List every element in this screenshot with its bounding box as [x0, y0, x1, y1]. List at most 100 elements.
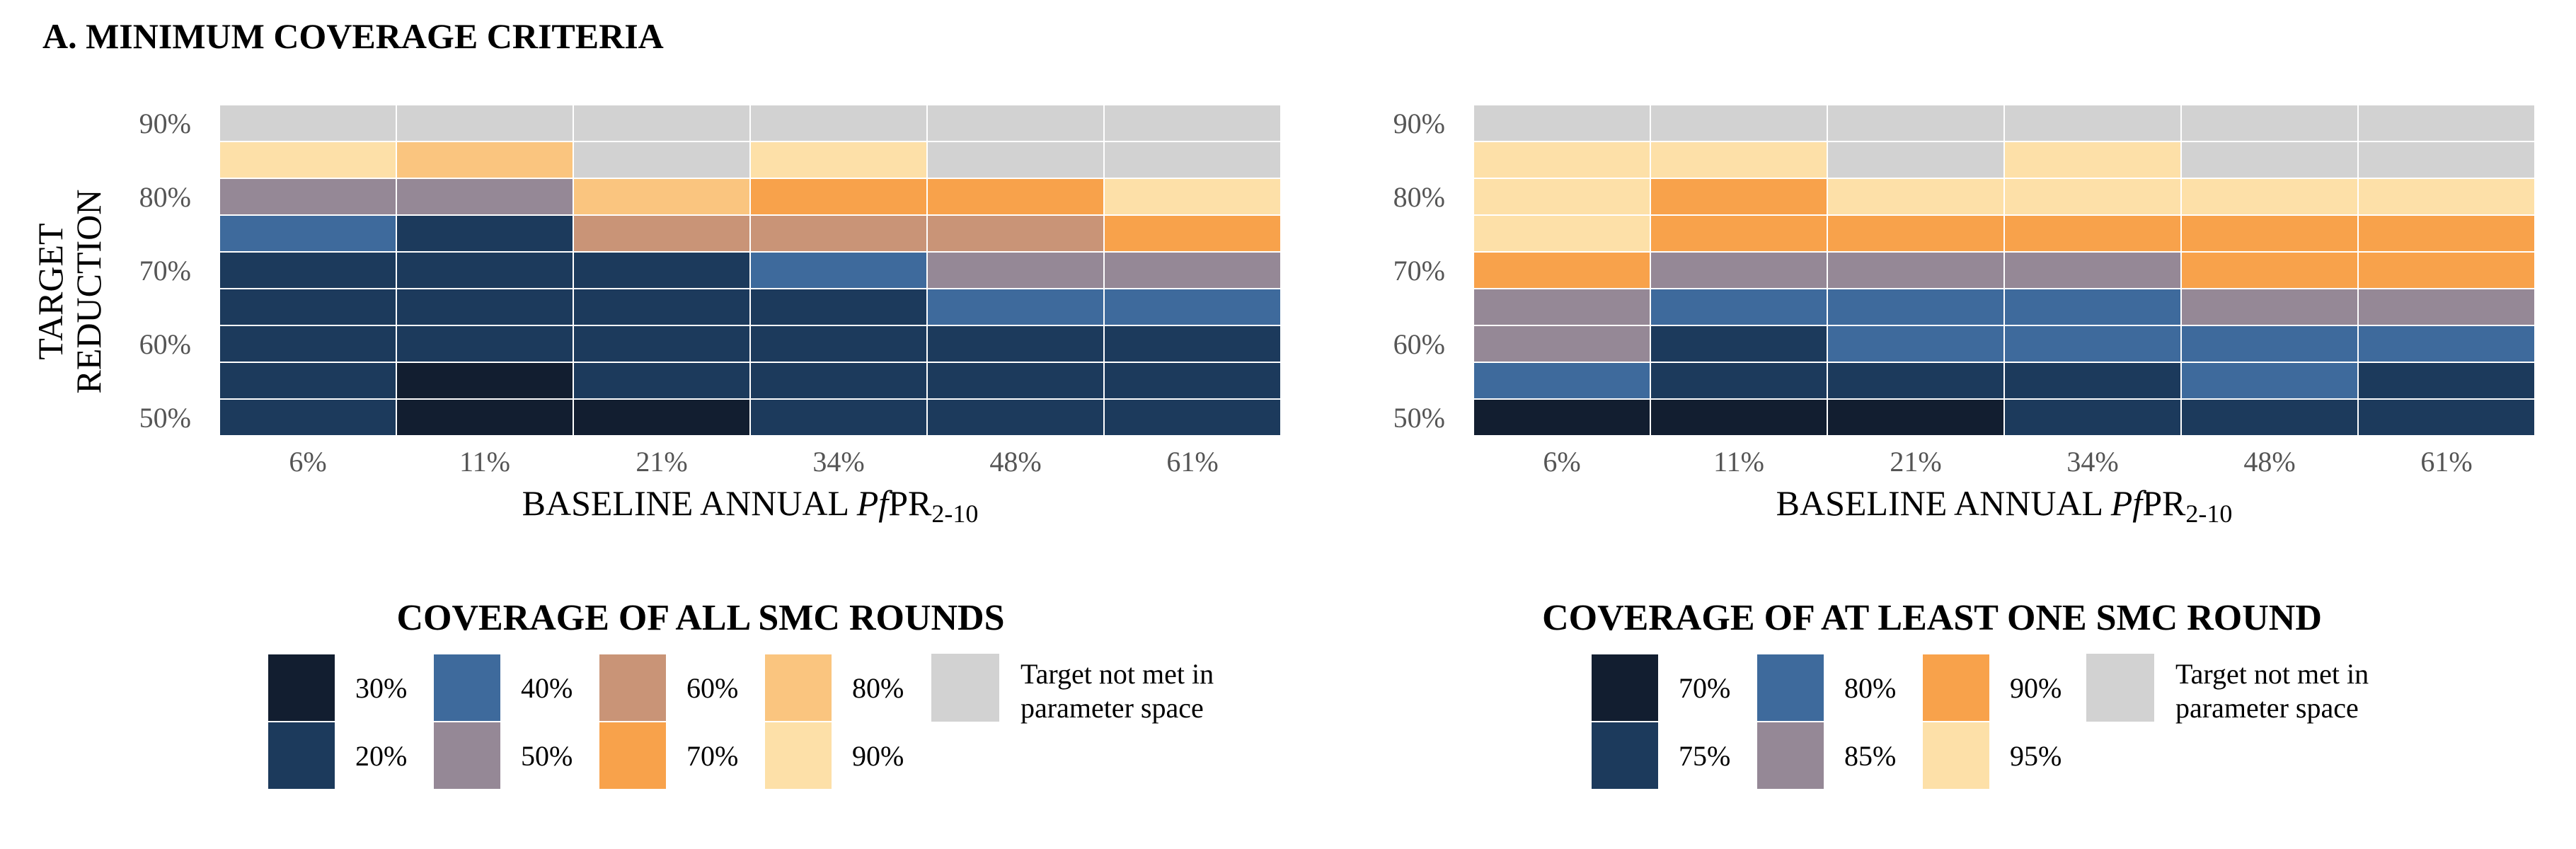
heatmap-cell [219, 141, 397, 179]
heatmap-cell [2003, 104, 2182, 142]
heatmap-cell [396, 251, 574, 289]
heatmap-cell [1103, 288, 1282, 326]
heatmap-cell [749, 288, 928, 326]
heatmap-cell [749, 178, 928, 216]
heatmap-cell [1650, 288, 1828, 326]
heatmap-cell [749, 104, 928, 142]
heatmap-cell [1650, 398, 1828, 437]
heatmap-cell [2357, 104, 2536, 142]
heatmap-cell [396, 325, 574, 363]
heatmap-cell [573, 214, 751, 253]
heatmap-cell [1103, 104, 1282, 142]
heatmap-cell [1473, 325, 1651, 363]
heatmap-cell [2003, 251, 2182, 289]
heatmap-cell [2357, 398, 2536, 437]
legend-swatch [432, 653, 502, 722]
legend-label: 70% [686, 740, 738, 772]
heatmap-cell [1827, 251, 2005, 289]
legend-label: 90% [2010, 672, 2062, 704]
y-tick-label: 70% [1393, 255, 1445, 287]
legend-swatch-na [931, 654, 999, 722]
heatmap-cell [573, 251, 751, 289]
heatmap-cell [1827, 141, 2005, 179]
heatmap-cell [1103, 362, 1282, 400]
legend-na-label: Target not met in parameter space [2175, 658, 2369, 724]
legend-label: 85% [1844, 740, 1896, 772]
heatmap-cell [396, 288, 574, 326]
heatmap-cell [926, 288, 1105, 326]
heatmap-cell [2180, 251, 2359, 289]
heatmap-cell [1827, 325, 2005, 363]
heatmap-cell [749, 362, 928, 400]
heatmap-cell [396, 141, 574, 179]
heatmap-cell [1103, 251, 1282, 289]
heatmap-cell [219, 362, 397, 400]
legend-label: 50% [521, 740, 573, 772]
heatmap-cell [2357, 214, 2536, 253]
legend: COVERAGE OF ALL SMC ROUNDS 30% 20% 40% 50% 60… [267, 598, 1214, 790]
heatmap-cell [396, 178, 574, 216]
heatmap-cell [2180, 178, 2359, 216]
x-tick-label: 34% [812, 446, 864, 478]
heatmap-cell [1473, 214, 1651, 253]
heatmap-cell [926, 398, 1105, 437]
heatmap-cell [2180, 398, 2359, 437]
x-axis-label: BASELINE ANNUAL PfPR2-10 [522, 483, 979, 528]
heatmap-cell [2003, 325, 2182, 363]
heatmap-cell [1650, 178, 1828, 216]
legend-label: 20% [355, 740, 407, 772]
y-tick-label: 90% [1393, 108, 1445, 139]
heatmap-cells [1473, 104, 2536, 437]
heatmap-cell [749, 325, 928, 363]
legend-swatch [1756, 653, 1825, 722]
legend-swatch [764, 653, 833, 722]
heatmap-cell [1473, 251, 1651, 289]
heatmap-cell [926, 178, 1105, 216]
heatmap-cell [926, 141, 1105, 179]
heatmap-cell [2180, 104, 2359, 142]
heatmap-cell [219, 214, 397, 253]
y-tick-label: 60% [1393, 328, 1445, 360]
x-tick-label: 21% [636, 446, 687, 478]
legend-label: 30% [355, 672, 407, 704]
heatmap-cell [2003, 398, 2182, 437]
y-tick-label: 80% [139, 181, 191, 213]
heatmap-cell [396, 398, 574, 437]
heatmap-cell [573, 178, 751, 216]
heatmap-cell [396, 104, 574, 142]
heatmap-cell [1650, 362, 1828, 400]
heatmap-cell [2357, 141, 2536, 179]
heatmap-cell [219, 288, 397, 326]
heatmap-cell [1103, 214, 1282, 253]
x-tick-label: 61% [1166, 446, 1218, 478]
heatmap-cell [1827, 288, 2005, 326]
heatmap-cell [2357, 251, 2536, 289]
heatmap-cell [2180, 141, 2359, 179]
heatmap-cell [1827, 398, 2005, 437]
legend-title: COVERAGE OF ALL SMC ROUNDS [396, 598, 1004, 638]
heatmap-cell [1473, 178, 1651, 216]
x-tick-label: 34% [2066, 446, 2118, 478]
heatmap-cell [926, 214, 1105, 253]
legend-label: 80% [852, 672, 904, 704]
heatmap-cell [2180, 362, 2359, 400]
heatmap-cell [573, 141, 751, 179]
heatmap-cell [1650, 325, 1828, 363]
legend-label: 95% [2010, 740, 2062, 772]
heatmap-cell [1103, 325, 1282, 363]
heatmap-cell [396, 214, 574, 253]
legend-swatch [1590, 653, 1660, 722]
heatmap-cell [2180, 325, 2359, 363]
x-tick-label: 61% [2420, 446, 2472, 478]
heatmap-cell [2357, 288, 2536, 326]
x-tick-label: 11% [459, 446, 510, 478]
legend-swatch [432, 721, 502, 790]
heatmap-cell [749, 398, 928, 437]
heatmap-cell [219, 178, 397, 216]
y-tick-label: 50% [139, 402, 191, 434]
heatmap-cell [1827, 104, 2005, 142]
legend-label: 75% [1679, 740, 1730, 772]
heatmap-cells [219, 104, 1282, 437]
y-axis-label: TARGETREDUCTION [30, 190, 108, 394]
heatmap-cell [219, 104, 397, 142]
